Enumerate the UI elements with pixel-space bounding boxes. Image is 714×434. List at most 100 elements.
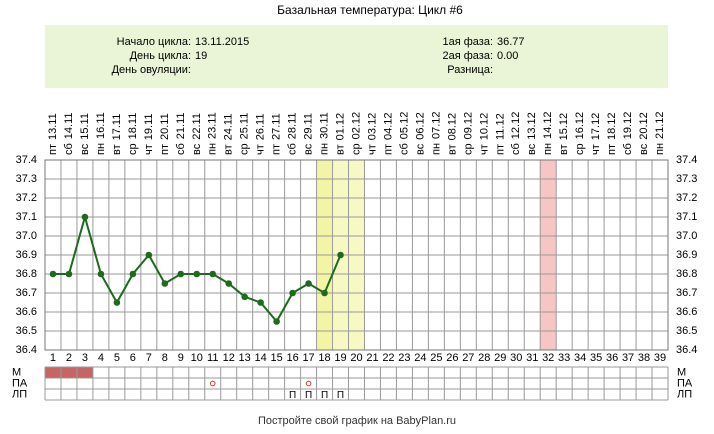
temperature-line — [52, 213, 342, 324]
row-label: ПА — [12, 377, 28, 389]
date: 15.12 — [558, 113, 570, 141]
date-label: чт 26.11 — [255, 114, 267, 156]
data-point — [193, 270, 201, 278]
date-label: чт 19.11 — [143, 114, 155, 156]
y-tick-label: 36.9 — [16, 249, 37, 261]
row-label: ПА — [677, 377, 693, 389]
date: 20.12 — [638, 112, 650, 140]
y-tick-label: 37.4 — [16, 154, 37, 166]
info-value: 19 — [195, 50, 207, 62]
date: 18.11 — [127, 113, 139, 140]
weekday: вт — [223, 144, 235, 155]
date-label: вс 15.11 — [79, 113, 91, 155]
date-label: пн 14.12 — [542, 111, 554, 155]
x-tick-label: 15 — [271, 352, 283, 364]
y-tick-label: 36.5 — [676, 325, 697, 337]
x-tick-label: 27 — [462, 352, 474, 364]
x-tick-label: 7 — [146, 352, 152, 364]
date-label: пт 20.11 — [159, 113, 171, 155]
x-tick-label: 31 — [526, 352, 538, 364]
x-tick-label: 10 — [191, 352, 203, 364]
info-label: Разница: — [447, 64, 493, 76]
y-tick-label: 36.9 — [676, 249, 697, 261]
date: 20.11 — [159, 113, 171, 140]
date: 05.12 — [398, 112, 410, 140]
y-tick-label: 36.8 — [676, 268, 697, 280]
x-tick-label: 19 — [334, 352, 346, 364]
x-tick-label: 38 — [638, 352, 650, 364]
date-label: сб 28.11 — [287, 112, 299, 155]
info-label: День цикла: — [130, 50, 191, 62]
date: 02.12 — [350, 112, 362, 140]
y-tick-label: 36.4 — [16, 344, 37, 356]
footer: Постройте свой график на BabyPlan.ru — [258, 415, 456, 427]
date-label: чт 17.12 — [590, 113, 602, 155]
weekday: пт — [271, 144, 283, 155]
weekday: пн — [542, 143, 554, 155]
y-tick-label: 36.6 — [676, 306, 697, 318]
date: 25.11 — [239, 113, 251, 140]
date-label: пт 11.12 — [494, 113, 506, 155]
chart-title: Базальная температура: Цикл #6 — [277, 3, 463, 17]
date-label: вс 20.12 — [638, 112, 650, 155]
weekday: вс — [191, 143, 203, 155]
y-tick-label: 37.2 — [16, 192, 37, 204]
date-label: ср 16.12 — [574, 112, 586, 155]
x-tick-label: 4 — [98, 352, 104, 364]
date-label: пт 27.11 — [271, 113, 283, 155]
weekday: пн — [207, 143, 219, 155]
weekday: сб — [175, 143, 187, 155]
date-label: сб 12.12 — [510, 112, 522, 155]
data-point — [225, 280, 233, 287]
date: 14.12 — [542, 111, 554, 139]
x-tick-label: 24 — [414, 352, 426, 364]
data-point — [289, 289, 296, 297]
y-tick-label: 37.0 — [16, 230, 37, 242]
weekday: пн — [318, 143, 330, 155]
lp-mark: П — [289, 390, 296, 401]
date-label: пт 18.12 — [606, 112, 618, 155]
x-tick-label: 16 — [286, 352, 298, 364]
data-point — [177, 270, 185, 278]
weekday: чт — [478, 144, 490, 155]
date: 17.11 — [111, 114, 123, 141]
data-point — [321, 289, 328, 297]
y-tick-label: 36.5 — [16, 325, 37, 337]
date: 04.12 — [382, 112, 394, 140]
date-label: ср 02.12 — [350, 112, 362, 155]
date-label: чт 10.12 — [478, 113, 490, 155]
y-tick-label: 37.1 — [676, 211, 697, 223]
weekday: ср — [574, 143, 586, 155]
date-label: ср 18.11 — [127, 113, 139, 155]
date-label: вт 01.12 — [334, 113, 346, 155]
date-label: сб 19.12 — [622, 112, 634, 155]
weekday: ср — [350, 143, 362, 155]
y-tick-label: 37.3 — [16, 173, 37, 185]
date: 03.12 — [366, 113, 378, 141]
x-tick-label: 2 — [66, 352, 72, 364]
date: 13.11 — [47, 113, 59, 140]
y-tick-label: 37.2 — [676, 192, 697, 204]
date: 29.11 — [302, 113, 314, 140]
period-cell — [45, 367, 61, 378]
y-tick-label: 37.4 — [676, 154, 697, 166]
x-tick-label: 18 — [318, 352, 330, 364]
x-tick-label: 14 — [255, 352, 267, 364]
weekday: вс — [414, 143, 426, 155]
x-tick-label: 12 — [223, 352, 235, 364]
weekday: пт — [494, 144, 506, 155]
date: 19.11 — [143, 114, 155, 141]
x-tick-label: 21 — [366, 352, 378, 364]
date: 21.11 — [175, 112, 187, 139]
weekday: сб — [398, 143, 410, 155]
x-tick-label: 33 — [558, 352, 570, 364]
x-tick-label: 13 — [239, 352, 251, 364]
date: 13.12 — [526, 112, 538, 140]
info-label: 2ая фаза: — [442, 50, 493, 62]
date-label: ср 09.12 — [462, 112, 474, 155]
date: 21.12 — [654, 111, 666, 139]
x-tick-label: 1 — [50, 352, 56, 364]
x-tick-label: 23 — [398, 352, 410, 364]
date: 22.11 — [191, 113, 203, 140]
weekday: ср — [462, 143, 474, 155]
